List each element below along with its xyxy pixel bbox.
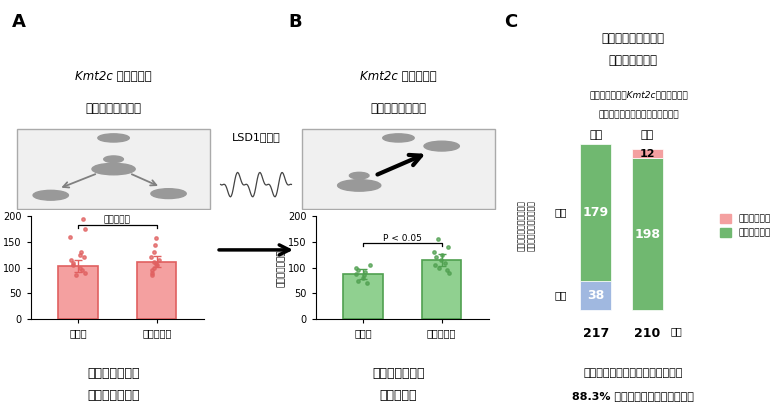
Point — [149, 260, 162, 267]
Text: A: A — [12, 13, 25, 31]
Point — [73, 252, 85, 258]
Point — [146, 270, 158, 276]
Point — [147, 249, 159, 256]
Point — [70, 272, 82, 279]
Text: 低下: 低下 — [589, 130, 602, 140]
Point — [145, 254, 157, 261]
Point — [75, 249, 88, 256]
Y-axis label: 滞在時間（秒）: 滞在時間（秒） — [276, 249, 286, 286]
Text: 有意に変動していた遺伝子のうち: 有意に変動していた遺伝子のうち — [584, 368, 683, 378]
Point — [352, 267, 364, 274]
Ellipse shape — [92, 163, 136, 175]
Point — [352, 277, 364, 284]
Bar — [422, 260, 461, 319]
Point — [149, 241, 161, 248]
Ellipse shape — [337, 180, 381, 191]
Point — [443, 270, 455, 276]
Point — [148, 265, 160, 271]
Text: P < 0.05: P < 0.05 — [383, 234, 422, 242]
Point — [428, 249, 440, 256]
Text: 210: 210 — [634, 327, 661, 340]
Bar — [581, 281, 611, 310]
Bar — [343, 274, 383, 319]
Point — [146, 267, 158, 274]
Point — [358, 272, 370, 279]
Point — [364, 262, 377, 268]
Text: 88.3% が薬剤投与により逆転した: 88.3% が薬剤投与により逆転した — [572, 391, 695, 401]
Text: 有意差なし: 有意差なし — [104, 215, 131, 225]
Point — [429, 262, 441, 268]
Text: 興味を示す: 興味を示す — [380, 389, 417, 402]
Point — [442, 244, 454, 250]
Text: Kmt2c 変異マウス: Kmt2c 変異マウス — [360, 71, 437, 83]
Point — [150, 234, 162, 241]
FancyBboxPatch shape — [18, 129, 209, 209]
Bar — [632, 150, 663, 158]
Point — [350, 270, 362, 277]
Text: LSD1阻害剤: LSD1阻害剤 — [232, 132, 280, 142]
Point — [361, 280, 373, 286]
Point — [73, 265, 85, 271]
Ellipse shape — [151, 189, 186, 199]
Point — [434, 257, 447, 263]
Text: （薬剤投与あり）: （薬剤投与あり） — [370, 102, 427, 115]
Point — [146, 272, 159, 279]
Point — [438, 259, 450, 266]
Text: 低下: 低下 — [555, 290, 567, 300]
Text: 198: 198 — [634, 228, 661, 241]
Text: 38: 38 — [588, 289, 604, 302]
Ellipse shape — [33, 190, 69, 200]
FancyBboxPatch shape — [303, 129, 494, 209]
Ellipse shape — [424, 141, 460, 151]
Point — [357, 275, 370, 281]
Ellipse shape — [383, 134, 414, 142]
Text: 179: 179 — [583, 206, 609, 219]
Point — [75, 267, 88, 274]
Point — [432, 236, 444, 243]
Point — [78, 254, 90, 261]
Ellipse shape — [98, 134, 129, 142]
Point — [65, 234, 77, 240]
Text: （薬剤投与なし）: （薬剤投与なし） — [85, 102, 142, 115]
Text: 上昇: 上昇 — [641, 130, 654, 140]
Point — [65, 257, 77, 263]
Text: 有意に発現量が変わった遺伝子数: 有意に発現量が変わった遺伝子数 — [599, 110, 679, 119]
Point — [440, 267, 453, 274]
Text: 薬剤投与なしのKmt2c変異マウスで: 薬剤投与なしのKmt2c変異マウスで — [590, 90, 688, 99]
Text: 薬剤投与によって生じた
遺伝子発現の変化の方向: 薬剤投与によって生じた 遺伝子発現の変化の方向 — [517, 200, 537, 251]
Point — [436, 252, 448, 258]
Bar — [137, 262, 176, 319]
Point — [359, 268, 371, 275]
Point — [433, 265, 445, 271]
Ellipse shape — [350, 172, 369, 179]
Text: 未知のマウスに: 未知のマウスに — [372, 367, 425, 380]
Text: 薬剤効果の検討: 薬剤効果の検討 — [609, 54, 658, 67]
Bar — [581, 144, 611, 281]
Text: 12: 12 — [640, 149, 655, 159]
Point — [79, 226, 92, 233]
Ellipse shape — [104, 156, 123, 163]
Text: B: B — [289, 13, 303, 31]
Text: 遺伝子発現に対する: 遺伝子発現に対する — [602, 32, 665, 45]
Point — [147, 258, 159, 265]
Point — [79, 270, 92, 276]
Bar — [632, 158, 663, 310]
Text: C: C — [504, 13, 517, 31]
Text: 総数: 総数 — [670, 327, 682, 337]
Text: 217: 217 — [583, 327, 609, 340]
Point — [350, 265, 362, 271]
Point — [66, 259, 79, 266]
Legend: 同一方向の変化, 逆方向の変化: 同一方向の変化, 逆方向の変化 — [717, 210, 770, 241]
Point — [152, 257, 165, 263]
Text: 上昇: 上昇 — [555, 207, 567, 218]
Point — [66, 262, 79, 268]
Point — [430, 254, 442, 261]
Text: Kmt2c 変異マウス: Kmt2c 変異マウス — [75, 71, 152, 83]
Point — [77, 215, 89, 222]
Bar — [59, 266, 98, 319]
Text: 興味を示さない: 興味を示さない — [87, 389, 140, 402]
Text: 未知のマウスに: 未知のマウスに — [87, 367, 140, 380]
Point — [151, 262, 163, 268]
